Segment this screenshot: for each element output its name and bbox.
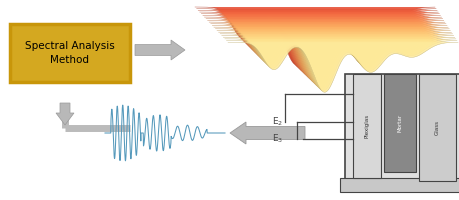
Polygon shape <box>218 32 451 84</box>
FancyArrow shape <box>134 40 185 60</box>
FancyArrow shape <box>230 122 304 144</box>
Bar <box>339 178 459 192</box>
Text: E$_3$: E$_3$ <box>271 133 282 145</box>
Polygon shape <box>198 10 436 67</box>
Text: Mortar: Mortar <box>397 114 402 132</box>
Polygon shape <box>221 35 453 87</box>
Text: Spectral Analysis
Method: Spectral Analysis Method <box>25 41 115 65</box>
Polygon shape <box>207 20 443 75</box>
Text: E$_2$: E$_2$ <box>271 116 282 128</box>
Polygon shape <box>224 39 455 90</box>
Polygon shape <box>215 29 448 82</box>
Polygon shape <box>220 34 452 86</box>
Bar <box>352 74 380 178</box>
Text: Plexiglas: Plexiglas <box>364 114 369 138</box>
Polygon shape <box>228 42 457 92</box>
Bar <box>418 74 455 181</box>
Polygon shape <box>196 9 435 66</box>
Bar <box>10 24 130 82</box>
Polygon shape <box>210 24 445 78</box>
Polygon shape <box>206 19 442 74</box>
Bar <box>383 74 415 172</box>
Polygon shape <box>204 17 441 72</box>
Polygon shape <box>201 14 438 70</box>
Bar <box>15 29 125 77</box>
Polygon shape <box>202 15 440 71</box>
FancyArrow shape <box>56 103 74 125</box>
Polygon shape <box>217 30 449 83</box>
Polygon shape <box>223 37 454 88</box>
Polygon shape <box>209 22 444 76</box>
Polygon shape <box>195 7 434 64</box>
Polygon shape <box>213 27 447 80</box>
Bar <box>344 74 459 192</box>
Text: Glass: Glass <box>434 120 439 135</box>
Polygon shape <box>226 41 456 91</box>
Polygon shape <box>199 12 437 68</box>
Polygon shape <box>212 25 446 79</box>
